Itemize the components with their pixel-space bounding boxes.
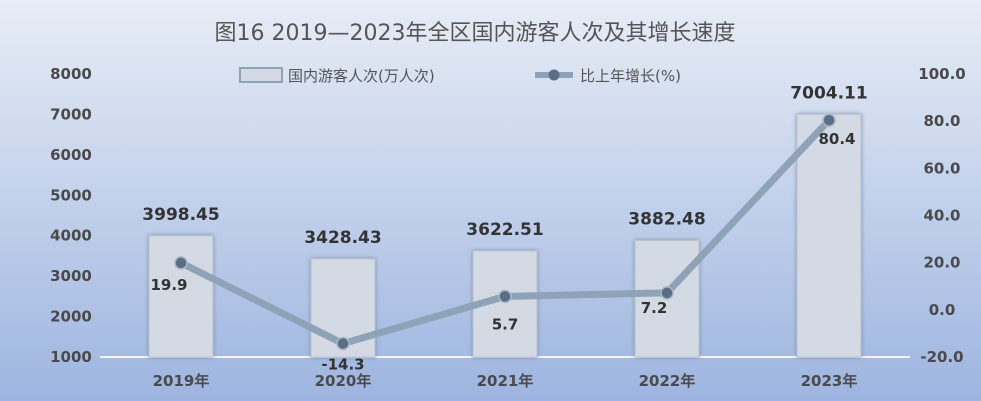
bar xyxy=(148,235,214,358)
legend-line-marker xyxy=(548,69,560,81)
line-data-label: -14.3 xyxy=(321,356,364,374)
legend-line-label: 比上年增长(%) xyxy=(580,67,681,85)
y-right-tick-label: 40.0 xyxy=(923,207,960,225)
line-point xyxy=(498,289,512,304)
y-left-tick-label: 8000 xyxy=(50,65,92,83)
legend-bar-swatch xyxy=(239,67,283,83)
line-point xyxy=(174,256,188,270)
line-point xyxy=(336,336,350,351)
y-right-tick-label: -20.0 xyxy=(920,348,963,366)
y-left-tick-label: 5000 xyxy=(50,186,92,204)
y-left-tick-label: 6000 xyxy=(50,146,92,164)
bar-data-label: 3998.45 xyxy=(142,205,219,225)
y-right-tick-label: 20.0 xyxy=(923,254,960,272)
bar xyxy=(796,113,862,358)
y-right-tick-label: 80.0 xyxy=(923,112,960,130)
y-right-tick-label: 0.0 xyxy=(929,301,956,319)
y-left-tick-label: 4000 xyxy=(50,227,92,245)
line-point xyxy=(660,286,674,300)
y-left-tick-label: 7000 xyxy=(50,105,92,123)
y-right-tick-label: 60.0 xyxy=(923,159,960,177)
y-right-tick-label: 100.0 xyxy=(918,65,965,83)
x-tick-label: 2022年 xyxy=(639,372,696,390)
x-tick-label: 2019年 xyxy=(153,372,210,390)
line-data-label: 7.2 xyxy=(641,299,668,317)
chart-title: 图16 2019—2023年全区国内游客人次及其增长速度 xyxy=(215,21,736,46)
x-tick-label: 2021年 xyxy=(477,372,534,390)
line-data-label: 19.9 xyxy=(150,276,187,294)
line-point xyxy=(822,113,836,127)
bar-data-label: 3622.51 xyxy=(466,220,543,240)
x-tick-label: 2020年 xyxy=(315,372,372,390)
y-left-tick-label: 1000 xyxy=(50,348,92,366)
line-data-label: 80.4 xyxy=(818,130,855,148)
line-data-label: 5.7 xyxy=(492,315,519,333)
legend: 国内游客人次(万人次) 比上年增长(%) xyxy=(239,67,681,85)
y-left-tick-label: 2000 xyxy=(50,308,92,326)
bar-data-label: 3428.43 xyxy=(304,228,381,248)
legend-bar-label: 国内游客人次(万人次) xyxy=(288,67,435,85)
bar-data-label: 7004.11 xyxy=(790,83,867,103)
x-tick-label: 2023年 xyxy=(801,372,858,390)
bar-data-label: 3882.48 xyxy=(628,209,705,229)
y-left-tick-label: 3000 xyxy=(50,267,92,285)
